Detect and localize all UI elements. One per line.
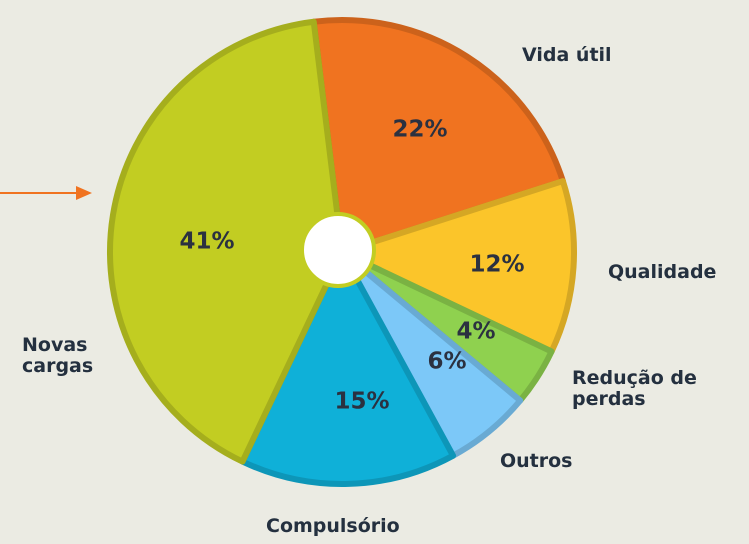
percent-label: 15% <box>334 389 389 415</box>
slice <box>310 17 566 255</box>
percent-label: 4% <box>456 319 495 345</box>
category-label: Redução de perdas <box>572 367 697 410</box>
category-label: Qualidade <box>608 261 717 283</box>
slice <box>107 18 345 465</box>
slice <box>239 249 457 487</box>
category-label: Vida útil <box>522 44 612 66</box>
percent-label: 6% <box>427 349 466 375</box>
arrow <box>0 186 92 200</box>
hole <box>300 212 376 288</box>
category-label: Outros <box>500 450 573 472</box>
category-label: Compulsório <box>266 515 400 537</box>
percent-label: 22% <box>392 117 447 143</box>
slice <box>339 178 577 355</box>
percent-label: 12% <box>469 252 524 278</box>
category-label: Novas cargas <box>22 334 94 377</box>
percent-label: 41% <box>179 229 234 255</box>
